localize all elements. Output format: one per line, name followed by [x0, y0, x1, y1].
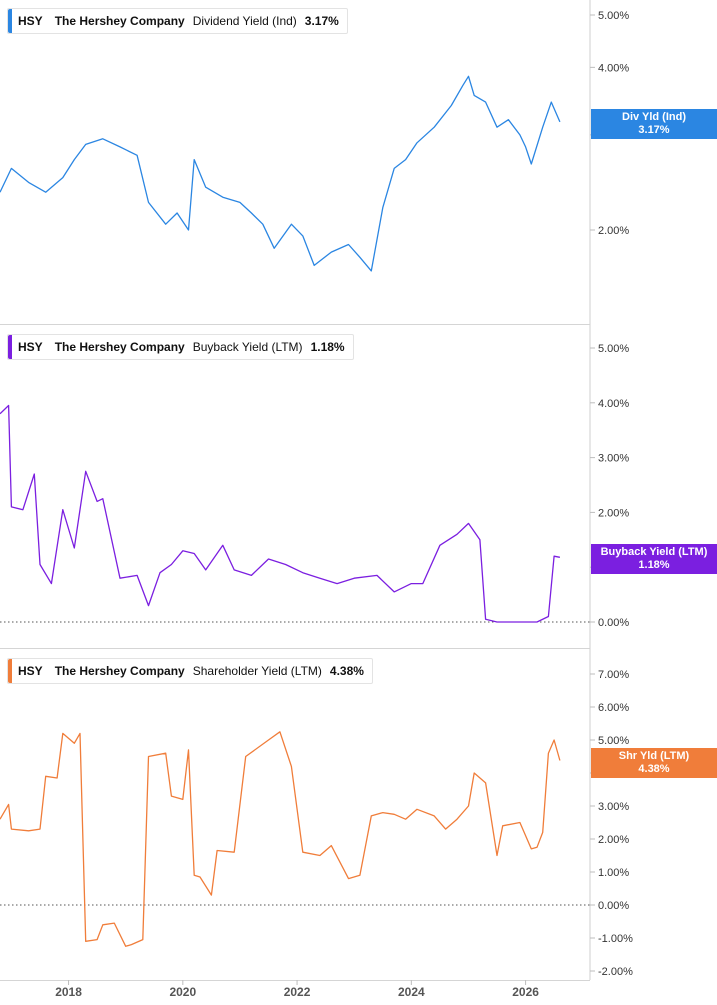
- legend-ticker: HSY: [18, 340, 43, 354]
- y-tick-label: 5.00%: [598, 343, 629, 355]
- y-tick-label: 3.00%: [598, 801, 629, 813]
- legend-metric: Buyback Yield (LTM): [192, 340, 303, 354]
- x-tick-label: 2026: [512, 985, 539, 999]
- badge-value: 4.38%: [638, 763, 670, 775]
- x-tick-label: 2022: [284, 985, 311, 999]
- x-tick-label: 2024: [398, 985, 425, 999]
- y-tick-label: 5.00%: [598, 735, 629, 747]
- y-tick-label: 2.00%: [598, 225, 629, 237]
- badge-dividend-yield: Div Yld (Ind) 3.17%: [591, 109, 717, 139]
- badge-value: 3.17%: [638, 124, 670, 136]
- y-tick-label: 4.00%: [598, 62, 629, 74]
- badge-label: Div Yld (Ind): [622, 111, 686, 123]
- x-tick-label: 2018: [55, 985, 82, 999]
- y-tick-label: -2.00%: [598, 966, 633, 978]
- y-tick-label: 0.00%: [598, 900, 629, 912]
- y-tick-label: 0.00%: [598, 617, 629, 629]
- legend-company: The Hershey Company: [54, 340, 185, 354]
- legend-buyback-yield: HSY The Hershey Company Buyback Yield (L…: [7, 334, 354, 360]
- legend-ticker: HSY: [18, 14, 43, 28]
- badge-label: Buyback Yield (LTM): [600, 546, 708, 558]
- legend-value: 1.18%: [310, 340, 345, 354]
- legend-metric: Shareholder Yield (LTM): [192, 664, 322, 678]
- legend-dividend-yield: HSY The Hershey Company Dividend Yield (…: [7, 8, 348, 34]
- y-tick-label: 2.00%: [598, 834, 629, 846]
- legend-value: 3.17%: [304, 14, 339, 28]
- legend-color-bar: [8, 659, 12, 683]
- y-tick-label: -1.00%: [598, 933, 633, 945]
- y-tick-label: 6.00%: [598, 702, 629, 714]
- y-tick-label: 7.00%: [598, 669, 629, 681]
- series-line-0: [0, 75, 561, 272]
- y-tick-label: 2.00%: [598, 507, 629, 519]
- x-tick-label: 2020: [169, 985, 196, 999]
- legend-company: The Hershey Company: [54, 14, 185, 28]
- legend-company: The Hershey Company: [54, 664, 185, 678]
- badge-value: 1.18%: [638, 559, 670, 571]
- legend-color-bar: [8, 335, 12, 359]
- badge-label: Shr Yld (LTM): [618, 750, 690, 762]
- legend-metric: Dividend Yield (Ind): [192, 14, 297, 28]
- legend-shareholder-yield: HSY The Hershey Company Shareholder Yiel…: [7, 658, 373, 684]
- legend-value: 4.38%: [329, 664, 364, 678]
- y-tick-label: 1.00%: [598, 867, 629, 879]
- y-tick-label: 4.00%: [598, 398, 629, 410]
- y-tick-label: 3.00%: [598, 453, 629, 465]
- y-tick-label: 5.00%: [598, 10, 629, 22]
- badge-shareholder-yield: Shr Yld (LTM) 4.38%: [591, 748, 717, 778]
- series-line-2: [0, 731, 561, 947]
- badge-buyback-yield: Buyback Yield (LTM) 1.18%: [591, 544, 717, 574]
- legend-ticker: HSY: [18, 664, 43, 678]
- legend-color-bar: [8, 9, 12, 33]
- series-line-1: [0, 404, 561, 623]
